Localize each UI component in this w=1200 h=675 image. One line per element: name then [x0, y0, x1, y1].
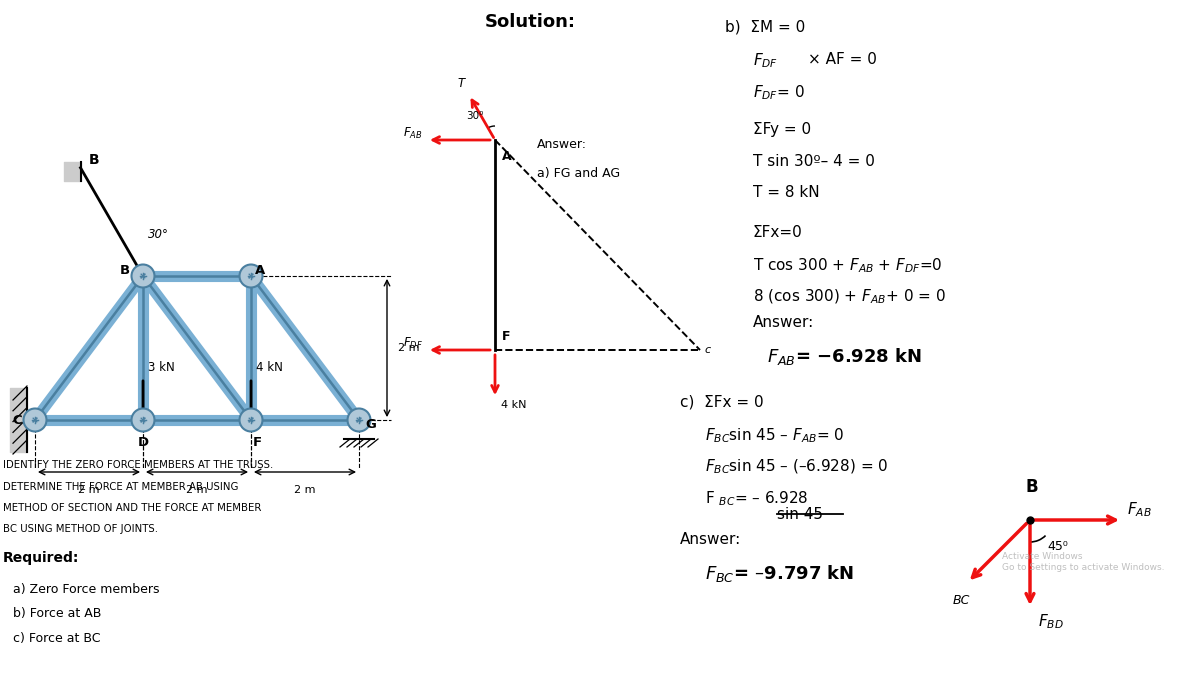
Text: Activate Windows
Go to Settings to activate Windows.: Activate Windows Go to Settings to activ… [1002, 552, 1164, 572]
Text: B: B [120, 263, 130, 277]
Text: G: G [366, 418, 377, 431]
Text: F $_{BC}$= – 6.928: F $_{BC}$= – 6.928 [706, 489, 809, 508]
Circle shape [240, 265, 263, 288]
Text: Answer:: Answer: [754, 315, 815, 329]
Circle shape [240, 408, 263, 431]
Text: $F_{BC}$= –9.797 kN: $F_{BC}$= –9.797 kN [706, 564, 854, 585]
Text: 2 m: 2 m [398, 343, 420, 353]
Circle shape [24, 408, 47, 431]
Text: DETERMINE THE FORCE AT MEMBER AB USING: DETERMINE THE FORCE AT MEMBER AB USING [2, 481, 239, 491]
Text: 8 (cos 300) + $F_{AB}$+ 0 = 0: 8 (cos 300) + $F_{AB}$+ 0 = 0 [754, 288, 946, 306]
Text: BC USING METHOD OF JOINTS.: BC USING METHOD OF JOINTS. [2, 524, 158, 535]
Circle shape [348, 408, 371, 431]
Text: c)  ΣFx = 0: c) ΣFx = 0 [680, 395, 763, 410]
Text: 2 m: 2 m [186, 485, 208, 495]
Text: $F_{AB}$: $F_{AB}$ [403, 126, 424, 140]
Text: T cos 300 + $F_{AB}$ + $F_{DF}$=0: T cos 300 + $F_{AB}$ + $F_{DF}$=0 [754, 256, 942, 275]
Text: $F_{BD}$: $F_{BD}$ [1038, 612, 1063, 630]
Text: T = 8 kN: T = 8 kN [754, 186, 820, 200]
Text: 30°: 30° [148, 227, 169, 240]
Text: 3 kN: 3 kN [148, 361, 175, 374]
Text: a) Zero Force members: a) Zero Force members [13, 583, 160, 596]
Text: $F_{AB}$= −6.928 kN: $F_{AB}$= −6.928 kN [767, 346, 922, 367]
Text: × AF = 0: × AF = 0 [808, 51, 877, 67]
Text: A: A [254, 263, 265, 277]
Text: BC: BC [953, 594, 971, 608]
Text: ΣFx=0: ΣFx=0 [754, 225, 803, 240]
Text: sin 45: sin 45 [778, 507, 823, 522]
Text: c: c [704, 345, 710, 355]
Text: Solution:: Solution: [485, 13, 576, 31]
Text: 4 kN: 4 kN [502, 400, 527, 410]
Text: 45⁰: 45⁰ [1046, 541, 1068, 554]
Text: $F_{DF}$= 0: $F_{DF}$= 0 [754, 83, 805, 102]
Text: b) Force at AB: b) Force at AB [13, 608, 101, 620]
Text: $F_{DF}$: $F_{DF}$ [403, 335, 424, 350]
Circle shape [132, 408, 155, 431]
Text: $F_{AB}$: $F_{AB}$ [1127, 501, 1152, 519]
Text: D: D [138, 435, 149, 448]
Text: METHOD OF SECTION AND THE FORCE AT MEMBER: METHOD OF SECTION AND THE FORCE AT MEMBE… [2, 503, 262, 513]
Text: 2 m: 2 m [78, 485, 100, 495]
Text: c) Force at BC: c) Force at BC [13, 632, 101, 645]
Text: A: A [502, 150, 511, 163]
Text: B: B [1026, 478, 1038, 496]
Text: C: C [12, 414, 22, 427]
Text: Required:: Required: [2, 551, 79, 565]
Text: a) FG and AG: a) FG and AG [538, 167, 620, 180]
Text: T: T [458, 77, 466, 90]
Text: $F_{DF}$: $F_{DF}$ [754, 51, 779, 70]
Text: 30⁰: 30⁰ [467, 111, 484, 121]
Text: B: B [89, 153, 100, 167]
Text: b)  ΣM = 0: b) ΣM = 0 [725, 20, 805, 35]
Text: Answer:: Answer: [538, 138, 587, 151]
Text: F: F [252, 435, 262, 448]
Text: ΣFy = 0: ΣFy = 0 [754, 122, 811, 138]
Text: 4 kN: 4 kN [256, 361, 283, 374]
Text: $F_{BC}$sin 45 – $F_{AB}$= 0: $F_{BC}$sin 45 – $F_{AB}$= 0 [706, 427, 845, 445]
Text: $F_{BC}$sin 45 – (–6.928) = 0: $F_{BC}$sin 45 – (–6.928) = 0 [706, 458, 888, 477]
Text: T sin 30º– 4 = 0: T sin 30º– 4 = 0 [754, 154, 875, 169]
Text: Answer:: Answer: [680, 532, 742, 547]
Text: F: F [502, 330, 510, 343]
Text: IDENTIFY THE ZERO FORCE MEMBERS AT THE TRUSS.: IDENTIFY THE ZERO FORCE MEMBERS AT THE T… [2, 460, 274, 470]
Circle shape [132, 265, 155, 288]
Text: 2 m: 2 m [294, 485, 316, 495]
